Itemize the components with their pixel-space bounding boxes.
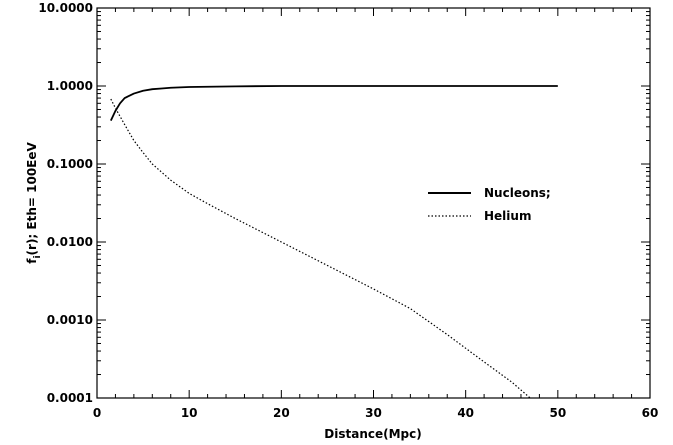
legend: Nucleons; Helium bbox=[428, 186, 551, 223]
series-layer bbox=[110, 85, 558, 399]
plot-frame bbox=[96, 7, 651, 399]
y-tick-label: 0.0001 bbox=[47, 391, 93, 405]
y-tick-label: 1.0000 bbox=[47, 79, 93, 93]
x-tick-label: 20 bbox=[273, 406, 290, 420]
x-tick-label: 50 bbox=[549, 406, 566, 420]
legend-label-nucleons: Nucleons; bbox=[484, 186, 551, 200]
axis-ticks: 0 10 20 30 40 50 60 0.0001 0.0010 0.0100 0.1000 1.0… bbox=[38, 1, 658, 420]
x-tick-label: 40 bbox=[457, 406, 474, 420]
x-tick-label: 10 bbox=[181, 406, 198, 420]
y-tick-label: 0.1000 bbox=[47, 157, 93, 171]
y-tick-label: 0.0010 bbox=[47, 313, 93, 327]
series-line-nucleons bbox=[110, 85, 558, 121]
x-tick-label: 60 bbox=[642, 406, 659, 420]
series-line-helium bbox=[110, 98, 531, 399]
x-tick-label: 30 bbox=[365, 406, 382, 420]
legend-label-helium: Helium bbox=[484, 209, 531, 223]
y-tick-label: 10.0000 bbox=[38, 1, 93, 15]
y-tick-label: 0.0100 bbox=[47, 235, 93, 249]
x-axis-title: Distance(Mpc) bbox=[324, 427, 421, 441]
y-axis-title: fi(r); Eth= 100EeV bbox=[25, 142, 43, 264]
x-tick-label: 0 bbox=[93, 406, 101, 420]
